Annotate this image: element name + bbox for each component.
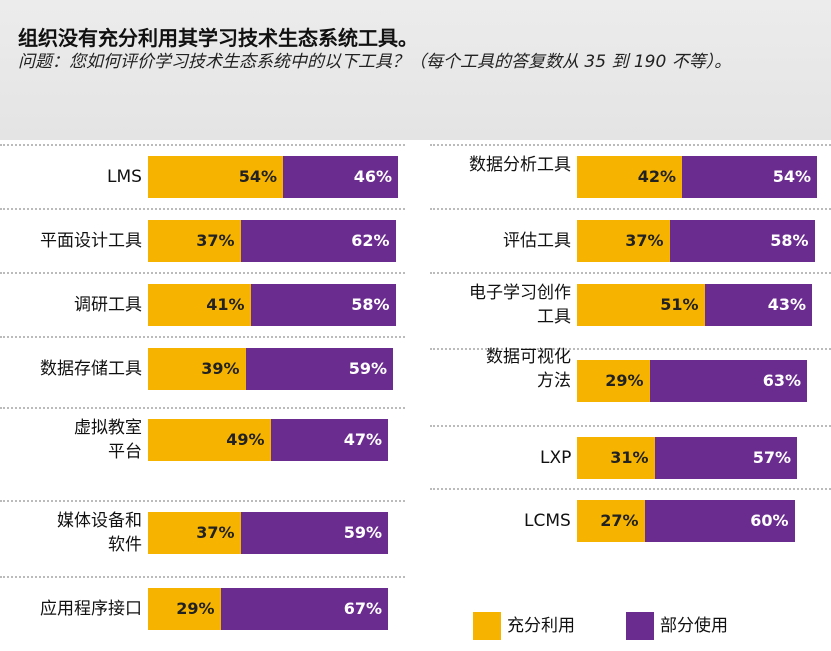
row-separator: [0, 576, 405, 578]
row-separator: [430, 144, 831, 146]
bar-segment: 29%: [577, 360, 650, 402]
legend-label: 部分使用: [660, 616, 728, 636]
value-label: 37%: [625, 231, 664, 250]
row-separator: [430, 272, 831, 274]
category-label: LCMS: [524, 511, 571, 531]
bar-segment: 63%: [649, 360, 807, 402]
header-background: [0, 0, 831, 140]
value-label: 63%: [762, 371, 801, 390]
category-label: 应用程序接口: [40, 599, 142, 619]
value-label: 59%: [343, 523, 382, 542]
bar-segment: 57%: [654, 437, 797, 479]
legend-label: 充分利用: [507, 616, 575, 636]
legend-swatch: [473, 612, 501, 640]
chart-title: 组织没有充分利用其学习技术生态系统工具。: [18, 26, 418, 50]
bar-segment: 43%: [704, 284, 812, 326]
bar-segment: 58%: [250, 284, 396, 326]
row-separator: [430, 425, 831, 427]
category-label: 数据存储工具: [40, 359, 142, 379]
category-label: 媒体设备和软件: [57, 511, 142, 555]
row-separator: [0, 500, 405, 502]
row-separator: [0, 144, 405, 146]
value-label: 37%: [196, 523, 235, 542]
bar-segment: 31%: [577, 437, 655, 479]
bar-segment: 49%: [148, 419, 271, 461]
row-separator: [0, 336, 405, 338]
category-label: 平面设计工具: [40, 231, 142, 251]
value-label: 62%: [351, 231, 390, 250]
row-separator: [0, 208, 405, 210]
value-label: 46%: [353, 167, 392, 186]
value-label: 29%: [176, 599, 215, 618]
value-label: 60%: [750, 511, 789, 530]
category-label: LXP: [540, 448, 572, 468]
value-label: 31%: [610, 448, 649, 467]
bar-segment: 51%: [577, 284, 705, 326]
category-label: LMS: [107, 167, 142, 187]
bar-segment: 42%: [577, 156, 682, 198]
value-label: 29%: [605, 371, 644, 390]
value-label: 67%: [343, 599, 382, 618]
bar-segment: 54%: [148, 156, 283, 198]
bar-segment: 27%: [577, 500, 645, 542]
category-label: 评估工具: [503, 231, 571, 251]
bar-segment: 37%: [148, 512, 241, 554]
category-label: 数据分析工具: [469, 155, 571, 175]
value-label: 57%: [752, 448, 791, 467]
bar-segment: 37%: [148, 220, 241, 262]
legend-swatch: [626, 612, 654, 640]
value-label: 58%: [351, 295, 390, 314]
bar-segment: 60%: [644, 500, 795, 542]
value-label: 37%: [196, 231, 235, 250]
value-label: 27%: [600, 511, 639, 530]
bar-segment: 39%: [148, 348, 246, 390]
bar-segment: 62%: [240, 220, 396, 262]
bar-segment: 41%: [148, 284, 251, 326]
category-label: 调研工具: [74, 295, 142, 315]
row-separator: [430, 348, 831, 350]
row-separator: [430, 208, 831, 210]
bar-segment: 37%: [577, 220, 670, 262]
value-label: 47%: [343, 430, 382, 449]
value-label: 54%: [772, 167, 811, 186]
value-label: 59%: [348, 359, 387, 378]
value-label: 41%: [206, 295, 245, 314]
row-separator: [0, 407, 405, 409]
value-label: 49%: [226, 430, 265, 449]
row-separator: [430, 488, 831, 490]
row-separator: [0, 272, 405, 274]
bar-segment: 67%: [220, 588, 388, 630]
value-label: 43%: [767, 295, 806, 314]
category-label: 数据可视化方法: [486, 347, 571, 391]
value-label: 54%: [238, 167, 277, 186]
value-label: 51%: [660, 295, 699, 314]
bar-segment: 46%: [283, 156, 398, 198]
value-label: 42%: [637, 167, 676, 186]
category-label: 虚拟教室平台: [74, 418, 142, 462]
bar-segment: 59%: [245, 348, 393, 390]
category-label: 电子学习创作工具: [469, 283, 571, 327]
bar-segment: 29%: [148, 588, 221, 630]
value-label: 39%: [201, 359, 240, 378]
bar-segment: 59%: [240, 512, 388, 554]
bar-segment: 58%: [669, 220, 815, 262]
bar-segment: 54%: [682, 156, 817, 198]
chart-subtitle: 问题：您如何评价学习技术生态系统中的以下工具？（每个工具的答复数从 35 到 1…: [18, 52, 732, 72]
value-label: 58%: [770, 231, 809, 250]
bar-segment: 47%: [270, 419, 388, 461]
